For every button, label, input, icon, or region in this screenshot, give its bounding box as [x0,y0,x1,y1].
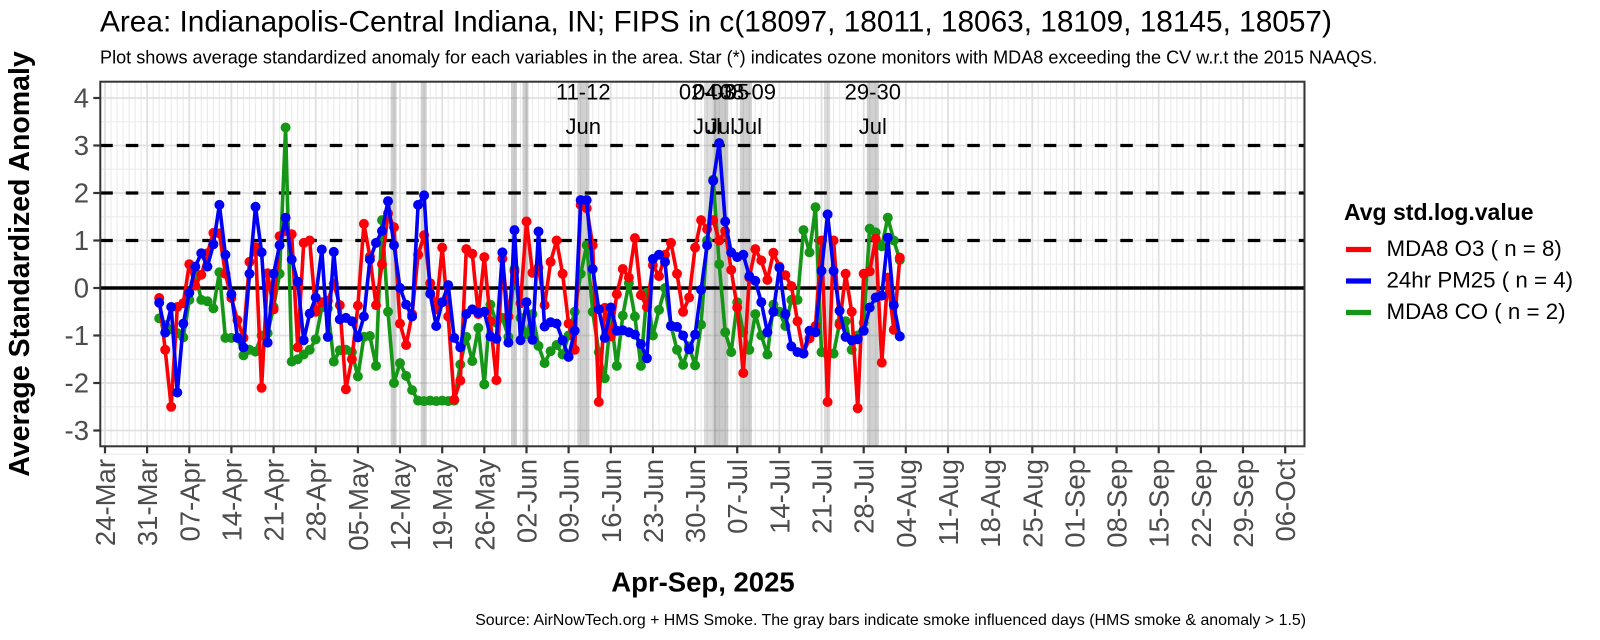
svg-text:05-May: 05-May [343,459,374,551]
svg-text:06-Oct: 06-Oct [1270,459,1301,542]
svg-text:2: 2 [74,178,89,209]
svg-text:31-Mar: 31-Mar [132,459,163,546]
svg-text:Source: AirNowTech.org + HMS S: Source: AirNowTech.org + HMS Smoke. The … [475,612,1306,629]
svg-text:02-Jun: 02-Jun [512,459,543,543]
svg-text:-2: -2 [65,368,89,399]
svg-text:22-Sep: 22-Sep [1186,459,1217,548]
svg-text:Jul: Jul [707,114,735,139]
svg-text:-3: -3 [65,415,89,446]
svg-text:04-05: 04-05 [693,80,749,105]
svg-text:1: 1 [74,225,89,256]
svg-text:18-Aug: 18-Aug [975,459,1006,548]
svg-text:26-May: 26-May [469,459,500,551]
svg-text:4: 4 [74,83,89,114]
svg-text:Jul: Jul [859,114,887,139]
svg-text:21-Jul: 21-Jul [807,459,838,534]
svg-text:01-Sep: 01-Sep [1059,459,1090,548]
svg-text:3: 3 [74,130,89,161]
svg-text:29-30: 29-30 [845,80,901,105]
svg-text:Jul: Jul [734,114,762,139]
svg-text:14-Jul: 14-Jul [764,459,795,534]
svg-text:Jul: Jul [693,114,721,139]
svg-text:28-Jul: 28-Jul [849,459,880,534]
svg-text:0: 0 [74,273,89,304]
svg-text:02-03: 02-03 [679,80,735,105]
svg-text:Jun: Jun [566,114,601,139]
svg-text:11-12: 11-12 [556,80,611,105]
svg-text:16-Jun: 16-Jun [596,459,627,543]
svg-text:Avg std.log.value: Avg std.log.value [1344,199,1534,225]
svg-text:24-Mar: 24-Mar [90,459,121,546]
svg-text:29-Sep: 29-Sep [1228,459,1259,548]
svg-text:24hr PM25 ( n = 4): 24hr PM25 ( n = 4) [1387,268,1574,293]
svg-text:23-Jun: 23-Jun [638,459,669,543]
svg-text:MDA8 CO ( n = 2): MDA8 CO ( n = 2) [1387,299,1566,324]
svg-text:09-Jun: 09-Jun [554,459,585,543]
svg-text:15-Sep: 15-Sep [1144,459,1175,548]
svg-text:04-Aug: 04-Aug [891,459,922,548]
svg-text:30-Jun: 30-Jun [680,459,711,543]
svg-text:28-Apr: 28-Apr [301,459,332,542]
svg-text:25-Aug: 25-Aug [1017,459,1048,548]
svg-text:21-Apr: 21-Apr [259,459,290,542]
svg-text:07-Apr: 07-Apr [174,459,205,542]
svg-text:07-Jul: 07-Jul [722,459,753,534]
svg-text:08-09: 08-09 [720,80,776,105]
svg-text:-1: -1 [65,320,89,351]
svg-text:Average Standardized Anomaly: Average Standardized Anomaly [4,51,36,477]
svg-text:12-May: 12-May [385,459,416,551]
svg-text:14-Apr: 14-Apr [216,459,247,542]
svg-text:Area: Indianapolis-Central Ind: Area: Indianapolis-Central Indiana, IN; … [100,6,1332,39]
svg-text:19-May: 19-May [427,459,458,551]
svg-text:11-Aug: 11-Aug [933,459,964,546]
svg-text:MDA8 O3 ( n = 8): MDA8 O3 ( n = 8) [1387,236,1562,261]
svg-text:Plot shows average standardize: Plot shows average standardized anomaly … [100,48,1377,68]
svg-text:08-Sep: 08-Sep [1102,459,1133,548]
svg-text:Apr-Sep, 2025: Apr-Sep, 2025 [611,567,794,598]
